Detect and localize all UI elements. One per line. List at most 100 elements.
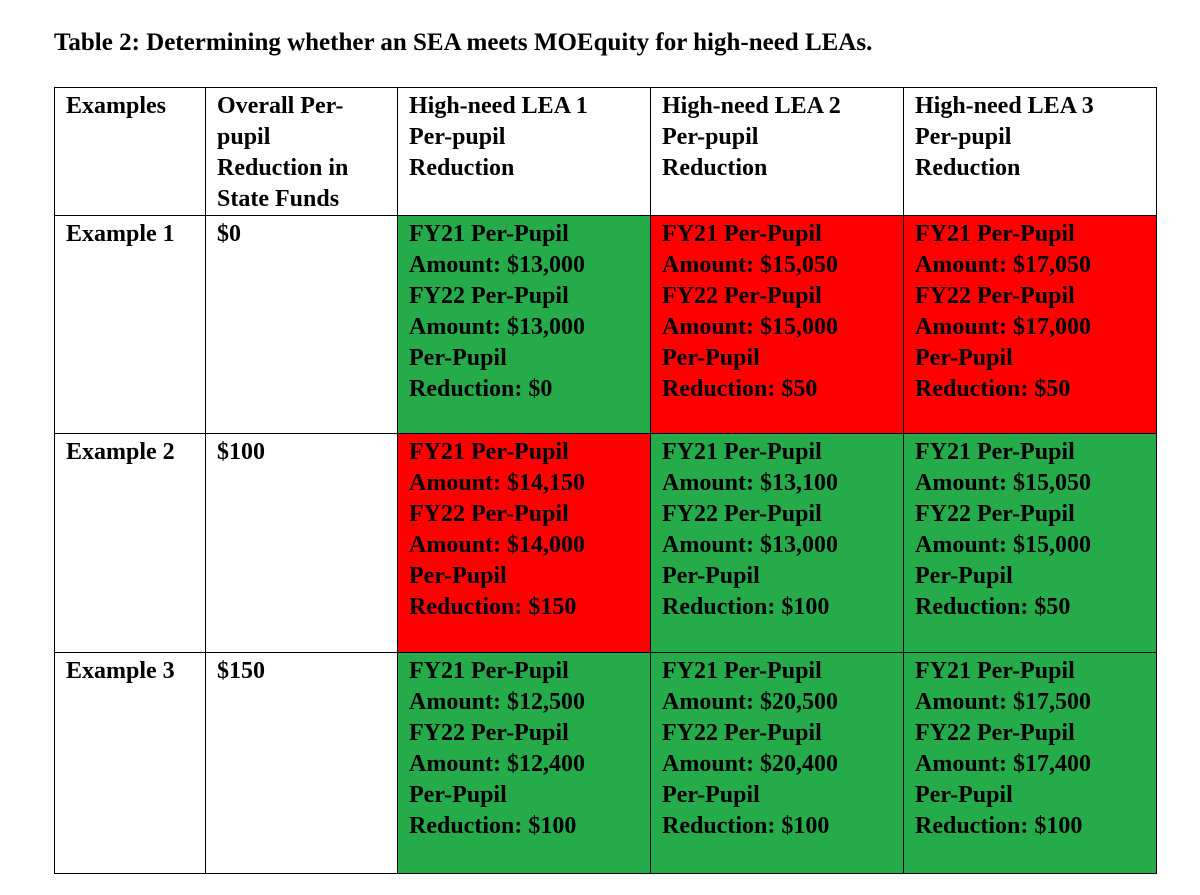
cell-line: Per-Pupil <box>662 563 760 589</box>
header-line: Per-pupil <box>915 124 1012 150</box>
cell-line: Amount: $17,500 <box>915 689 1092 715</box>
header-line: Reduction <box>662 155 768 181</box>
cell-line: Per-Pupil <box>915 345 1013 371</box>
example-label: Example 1 <box>54 215 206 434</box>
moequity-table: Examples Overall Per- pupil Reduction in… <box>54 87 1157 874</box>
cell-line: FY21 Per-Pupil <box>915 221 1075 247</box>
cell-line: Reduction: $100 <box>409 813 577 839</box>
example-label: Example 2 <box>54 433 206 653</box>
cell-line: Per-Pupil <box>409 345 507 371</box>
cell-line: FY21 Per-Pupil <box>915 658 1075 684</box>
table-row: Example 3 $150 FY21 Per-Pupil Amount: $1… <box>54 652 1157 874</box>
header-line: High-need LEA 2 <box>662 93 841 119</box>
cell-line: Amount: $15,050 <box>662 252 839 278</box>
table-caption: Table 2: Determining whether an SEA meet… <box>54 29 873 56</box>
cell-line: FY21 Per-Pupil <box>409 658 569 684</box>
lea-2-cell: FY21 Per-Pupil Amount: $13,100 FY22 Per-… <box>650 433 904 653</box>
header-examples: Examples <box>54 87 206 216</box>
cell-line: Reduction: $50 <box>915 376 1071 402</box>
cell-line: Amount: $15,000 <box>915 532 1092 558</box>
table-row: Example 2 $100 FY21 Per-Pupil Amount: $1… <box>54 433 1157 653</box>
lea-1-cell: FY21 Per-Pupil Amount: $12,500 FY22 Per-… <box>397 652 651 874</box>
cell-line: FY21 Per-Pupil <box>662 221 822 247</box>
header-line: pupil <box>217 124 271 150</box>
overall-reduction: $150 <box>205 652 398 874</box>
cell-line: FY22 Per-Pupil <box>915 283 1075 309</box>
lea-2-cell: FY21 Per-Pupil Amount: $15,050 FY22 Per-… <box>650 215 904 434</box>
header-line: High-need LEA 3 <box>915 93 1094 119</box>
cell-line: Amount: $14,150 <box>409 470 586 496</box>
example-label-text: Example 3 <box>66 658 175 684</box>
header-line: State Funds <box>217 186 340 212</box>
cell-line: FY22 Per-Pupil <box>915 720 1075 746</box>
cell-line: Amount: $20,500 <box>662 689 839 715</box>
cell-line: FY21 Per-Pupil <box>409 439 569 465</box>
header-line: Reduction <box>915 155 1021 181</box>
header-line: Per-pupil <box>409 124 506 150</box>
cell-line: Amount: $12,500 <box>409 689 586 715</box>
cell-line: Reduction: $50 <box>662 376 818 402</box>
cell-line: Amount: $17,000 <box>915 314 1092 340</box>
header-lea-3: High-need LEA 3 Per-pupil Reduction <box>903 87 1157 216</box>
lea-3-cell: FY21 Per-Pupil Amount: $17,500 FY22 Per-… <box>903 652 1157 874</box>
cell-line: FY22 Per-Pupil <box>662 283 822 309</box>
cell-line: Reduction: $50 <box>915 594 1071 620</box>
lea-2-cell: FY21 Per-Pupil Amount: $20,500 FY22 Per-… <box>650 652 904 874</box>
overall-reduction: $0 <box>205 215 398 434</box>
cell-line: Reduction: $100 <box>662 594 830 620</box>
cell-line: FY22 Per-Pupil <box>409 283 569 309</box>
cell-line: FY22 Per-Pupil <box>915 501 1075 527</box>
header-line: High-need LEA 1 <box>409 93 588 119</box>
header-overall-reduction: Overall Per- pupil Reduction in State Fu… <box>205 87 398 216</box>
lea-3-cell: FY21 Per-Pupil Amount: $15,050 FY22 Per-… <box>903 433 1157 653</box>
cell-line: Reduction: $100 <box>662 813 830 839</box>
cell-line: FY21 Per-Pupil <box>915 439 1075 465</box>
cell-line: Amount: $17,400 <box>915 751 1092 777</box>
header-line: Per-pupil <box>662 124 759 150</box>
cell-line: Amount: $12,400 <box>409 751 586 777</box>
cell-line: Per-Pupil <box>409 563 507 589</box>
cell-line: Per-Pupil <box>662 782 760 808</box>
cell-line: Amount: $17,050 <box>915 252 1092 278</box>
example-label-text: Example 1 <box>66 221 175 247</box>
cell-line: Amount: $13,100 <box>662 470 839 496</box>
header-row: Examples Overall Per- pupil Reduction in… <box>54 87 1157 216</box>
lea-1-cell: FY21 Per-Pupil Amount: $13,000 FY22 Per-… <box>397 215 651 434</box>
cell-line: Per-Pupil <box>915 782 1013 808</box>
header-line: Overall Per- <box>217 93 344 119</box>
lea-3-cell: FY21 Per-Pupil Amount: $17,050 FY22 Per-… <box>903 215 1157 434</box>
overall-reduction-text: $150 <box>217 658 265 684</box>
cell-line: FY21 Per-Pupil <box>409 221 569 247</box>
overall-reduction-text: $0 <box>217 221 241 247</box>
cell-line: FY22 Per-Pupil <box>662 501 822 527</box>
table-row: Example 1 $0 FY21 Per-Pupil Amount: $13,… <box>54 215 1157 434</box>
cell-line: Amount: $15,000 <box>662 314 839 340</box>
cell-line: FY21 Per-Pupil <box>662 439 822 465</box>
cell-line: Reduction: $0 <box>409 376 553 402</box>
cell-line: FY22 Per-Pupil <box>409 501 569 527</box>
cell-line: FY21 Per-Pupil <box>662 658 822 684</box>
header-lea-2: High-need LEA 2 Per-pupil Reduction <box>650 87 904 216</box>
cell-line: Per-Pupil <box>662 345 760 371</box>
example-label-text: Example 2 <box>66 439 175 465</box>
cell-line: Per-Pupil <box>409 782 507 808</box>
example-label: Example 3 <box>54 652 206 874</box>
cell-line: FY22 Per-Pupil <box>662 720 822 746</box>
cell-line: Amount: $20,400 <box>662 751 839 777</box>
overall-reduction: $100 <box>205 433 398 653</box>
cell-line: Reduction: $100 <box>915 813 1083 839</box>
overall-reduction-text: $100 <box>217 439 265 465</box>
cell-line: FY22 Per-Pupil <box>409 720 569 746</box>
cell-line: Amount: $15,050 <box>915 470 1092 496</box>
cell-line: Amount: $13,000 <box>409 314 586 340</box>
cell-line: Reduction: $150 <box>409 594 577 620</box>
lea-1-cell: FY21 Per-Pupil Amount: $14,150 FY22 Per-… <box>397 433 651 653</box>
cell-line: Per-Pupil <box>915 563 1013 589</box>
cell-line: Amount: $13,000 <box>662 532 839 558</box>
header-line: Reduction <box>409 155 515 181</box>
header-lea-1: High-need LEA 1 Per-pupil Reduction <box>397 87 651 216</box>
cell-line: Amount: $13,000 <box>409 252 586 278</box>
header-line: Examples <box>66 93 167 119</box>
header-line: Reduction in <box>217 155 349 181</box>
cell-line: Amount: $14,000 <box>409 532 586 558</box>
